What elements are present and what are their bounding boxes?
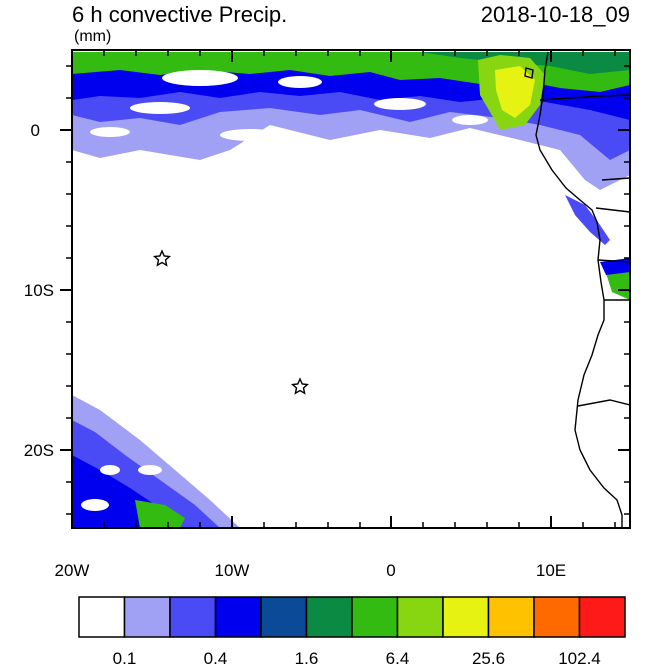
colorbar-label: 25.6 <box>472 649 505 667</box>
colorbar-box <box>78 596 126 638</box>
y-tick-label: 10S <box>24 281 54 300</box>
colorbar-box <box>305 596 353 638</box>
coastline <box>524 51 630 528</box>
colorbar-label: 0.4 <box>204 649 228 667</box>
precip-core-lightyellow <box>495 66 535 118</box>
colorbar-box <box>396 596 444 638</box>
border-3 <box>597 259 630 263</box>
precip-sw-green <box>135 500 185 528</box>
precip-gaps <box>90 70 488 141</box>
star-icon <box>152 249 172 267</box>
axis-minor-ticks <box>66 50 630 528</box>
border-4 <box>577 399 630 407</box>
x-tick-label: 10W <box>215 561 250 580</box>
colorbar-label: 6.4 <box>386 649 410 667</box>
precip-coastal-blue <box>600 258 630 275</box>
colorbar-label: 0.1 <box>113 649 137 667</box>
colorbar-box <box>123 596 171 638</box>
bioko-island <box>524 67 534 79</box>
x-tick-label: 20W <box>55 561 90 580</box>
colorbar-box <box>169 596 217 638</box>
units-label: (mm) <box>74 28 112 45</box>
border-6 <box>601 177 630 181</box>
africa-coast <box>535 51 623 528</box>
colorbar-box <box>214 596 262 638</box>
colorbar-box <box>351 596 399 638</box>
y-tick-label: 0 <box>31 121 40 140</box>
y-tick-label: 20S <box>24 441 54 460</box>
colorbar-label: 1.6 <box>295 649 319 667</box>
precip-coastal-green <box>605 268 630 300</box>
border-2 <box>595 207 630 213</box>
colorbar-box <box>487 596 535 638</box>
x-tick-label: 0 <box>386 561 395 580</box>
border-1 <box>539 94 630 101</box>
axis-ticks <box>60 50 630 528</box>
colorbar-box <box>260 596 308 638</box>
markers <box>152 249 310 395</box>
colorbar-boxes <box>78 596 626 638</box>
colorbar-box <box>442 596 490 638</box>
colorbar-labels: 0.1 0.4 1.6 6.4 25.6 102.4 <box>113 649 601 667</box>
colorbar-box <box>533 596 581 638</box>
colorbar-label: 102.4 <box>558 649 601 667</box>
star-icon <box>290 377 310 395</box>
precip-sw-gaps <box>81 465 162 511</box>
precip-field <box>72 52 630 528</box>
map-title: 6 h convective Precip. <box>72 2 288 27</box>
colorbar-box <box>578 596 626 638</box>
x-tick-label: 10E <box>536 561 566 580</box>
valid-time: 2018-10-18_09 <box>480 2 630 27</box>
